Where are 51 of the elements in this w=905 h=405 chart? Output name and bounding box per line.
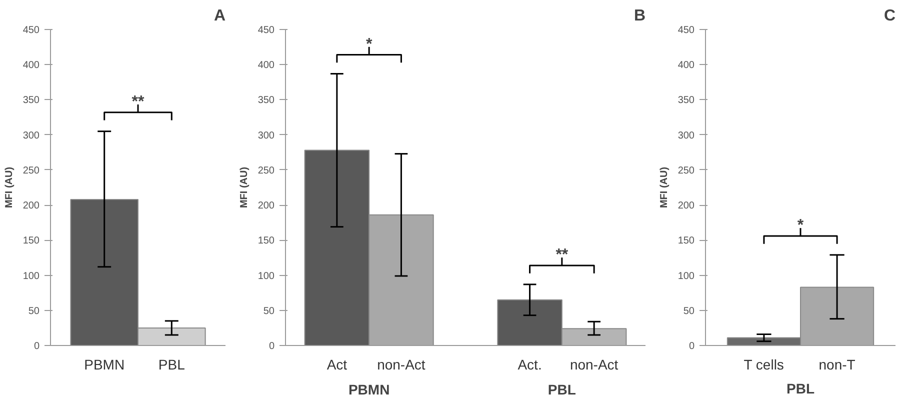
x-tick-label: PBMN bbox=[84, 356, 125, 372]
y-tick-label: 350 bbox=[678, 95, 695, 106]
y-tick-label: 50 bbox=[28, 306, 40, 317]
chart-title: B bbox=[634, 8, 646, 24]
x-tick-label: non-Act bbox=[570, 356, 618, 372]
y-tick-label: 300 bbox=[258, 130, 275, 142]
y-tick-label: 400 bbox=[678, 60, 695, 72]
y-axis-title: MFI (AU) bbox=[658, 166, 670, 208]
y-tick-label: 150 bbox=[258, 236, 275, 247]
x-tick-label: non-T bbox=[818, 356, 856, 372]
y-tick-label: 250 bbox=[22, 165, 40, 176]
y-tick-label: 200 bbox=[678, 200, 695, 212]
y-tick-label: 250 bbox=[258, 165, 275, 176]
text: PBL bbox=[548, 382, 576, 398]
y-tick-label: 400 bbox=[22, 60, 40, 72]
text: PBMN bbox=[348, 382, 390, 398]
annotation: * bbox=[797, 217, 804, 234]
chart-title: A bbox=[214, 8, 226, 24]
y-tick-label: 100 bbox=[678, 270, 695, 282]
y-axis-title: MFI (AU) bbox=[238, 166, 250, 208]
y-tick-label: 350 bbox=[258, 95, 275, 106]
y-tick-label: 300 bbox=[678, 130, 695, 142]
x-tick-label: T cells bbox=[744, 356, 784, 372]
y-tick-label: 50 bbox=[263, 306, 275, 317]
y-tick-label: 200 bbox=[258, 200, 275, 212]
y-tick-label: 150 bbox=[22, 236, 40, 247]
y-tick-label: 0 bbox=[34, 341, 40, 352]
y-tick-label: 250 bbox=[678, 165, 695, 176]
annotation: ** bbox=[556, 246, 569, 264]
x-tick-label: PBL bbox=[158, 356, 186, 372]
y-tick-label: 450 bbox=[678, 25, 695, 36]
y-tick-label: 150 bbox=[678, 236, 695, 247]
y-tick-label: 350 bbox=[22, 95, 40, 106]
y-tick-label: 100 bbox=[22, 270, 40, 282]
x-tick-label: non-Act bbox=[377, 356, 426, 372]
chart-title: C bbox=[884, 8, 896, 24]
y-tick-label: 0 bbox=[688, 341, 695, 352]
y-tick-label: 100 bbox=[258, 270, 275, 282]
y-tick-label: 50 bbox=[683, 306, 695, 317]
annotation: * bbox=[366, 36, 373, 53]
annotation: ** bbox=[132, 93, 145, 110]
y-tick-label: 450 bbox=[258, 25, 275, 36]
y-tick-label: 0 bbox=[268, 341, 275, 352]
y-tick-label: 300 bbox=[22, 130, 40, 142]
y-tick-label: 400 bbox=[258, 60, 275, 72]
y-axis-title: MFI (AU) bbox=[4, 166, 15, 208]
y-tick-label: 450 bbox=[22, 25, 40, 36]
x-tick-label: Act. bbox=[518, 356, 542, 372]
y-tick-label: 200 bbox=[22, 200, 40, 212]
x-tick-label: Act bbox=[326, 356, 348, 372]
x-axis-title: PBL bbox=[786, 380, 815, 396]
